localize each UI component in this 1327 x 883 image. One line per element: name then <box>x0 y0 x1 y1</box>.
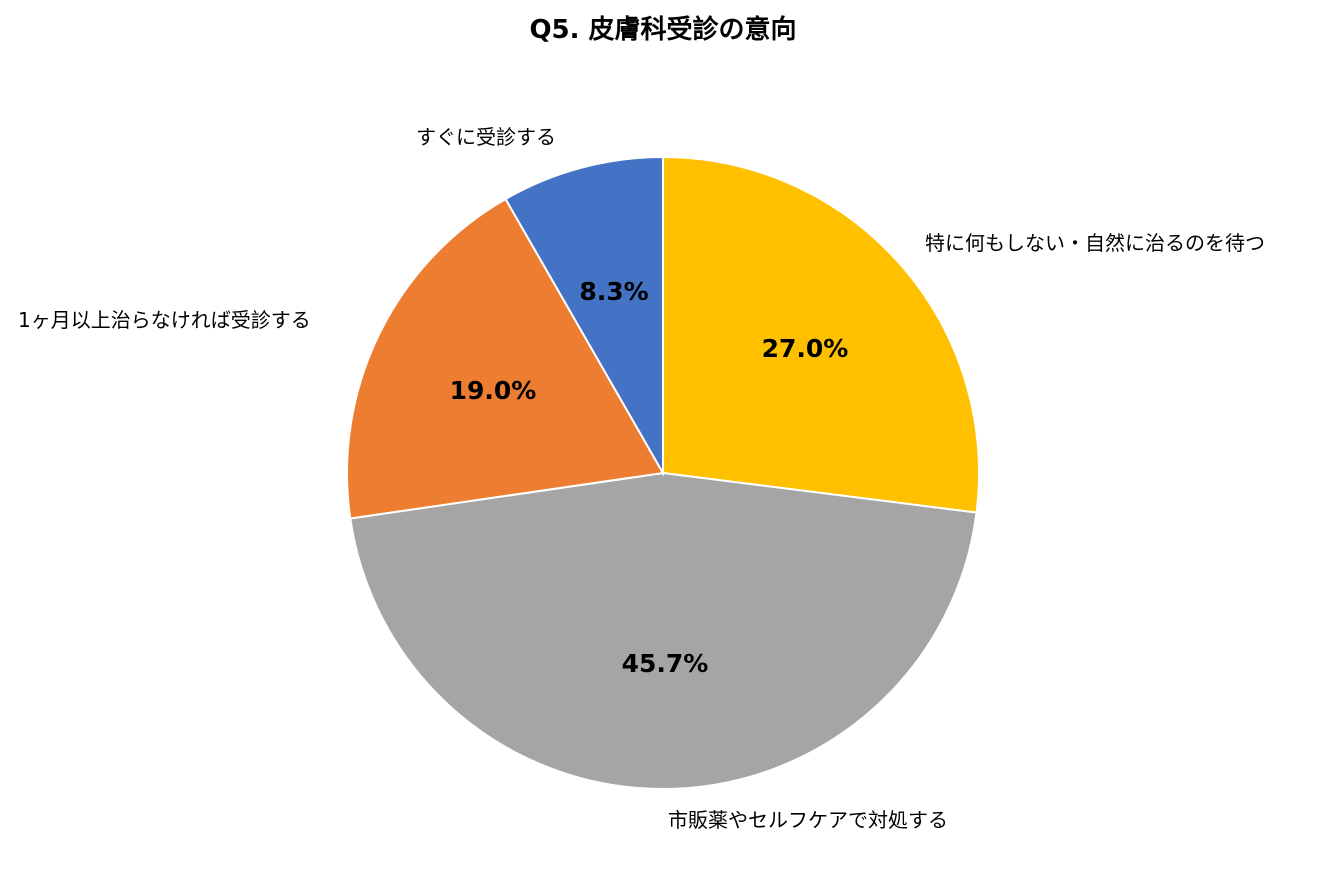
slice-4 <box>504 155 664 477</box>
category-label-3: 1ヶ月以上治らなければ受診する <box>18 308 311 332</box>
slice-3 <box>346 197 665 520</box>
value-label-1: 27.0% <box>762 334 849 363</box>
category-label-1: 特に何もしない・自然に治るのを待つ <box>925 231 1265 255</box>
chart-title: Q5. 皮膚科受診の意向 <box>529 14 796 45</box>
value-label-3: 19.0% <box>450 376 537 405</box>
pie-slices <box>346 155 980 790</box>
category-label-2: 市販薬やセルフケアで対処する <box>668 808 948 832</box>
value-label-4: 8.3% <box>579 277 648 306</box>
value-label-2: 45.7% <box>622 649 709 678</box>
value-labels: 27.0% 45.7% 19.0% 8.3% <box>450 277 849 678</box>
category-label-4: すぐに受診する <box>416 125 556 149</box>
slice-1 <box>662 155 980 514</box>
slice-2 <box>349 471 978 790</box>
